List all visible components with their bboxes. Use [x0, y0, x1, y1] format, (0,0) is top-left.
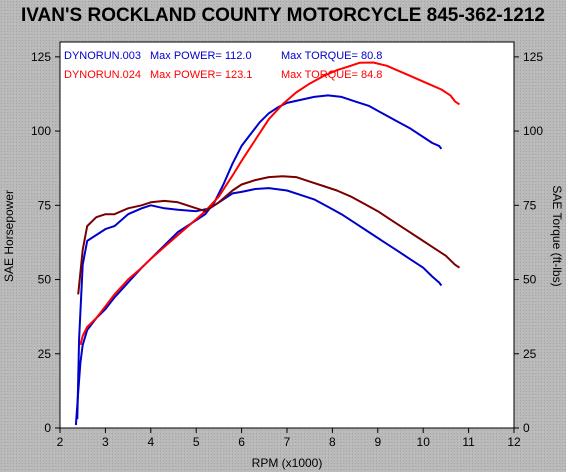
legend: DYNORUN.003 Max POWER= 112.0 Max TORQUE=…	[64, 50, 382, 81]
y-left-tick-label: 125	[31, 50, 51, 64]
x-tick-label: 9	[374, 435, 381, 449]
series-line-dynorun-024-torque	[77, 175, 461, 295]
x-tick-label: 8	[329, 435, 336, 449]
x-axis-ticks: 2 3 4 5 6 7 8 9 10 11 12	[57, 428, 521, 449]
x-tick-label: 6	[238, 435, 245, 449]
y-axis-left-label: SAE Horsepower	[2, 190, 16, 282]
y-axis-left-ticks: 0 25 50 75 100 125	[31, 50, 60, 435]
legend-max-torque-1: Max TORQUE= 80.8	[281, 50, 382, 62]
y-right-tick-label: 0	[523, 421, 530, 435]
x-tick-label: 2	[57, 435, 64, 449]
x-tick-label: 7	[284, 435, 291, 449]
y-right-tick-label: 125	[523, 50, 543, 64]
plot-area	[59, 41, 515, 429]
legend-run-name-2: DYNORUN.024	[64, 69, 141, 81]
y-left-tick-label: 25	[38, 347, 52, 361]
x-tick-label: 5	[193, 435, 200, 449]
legend-run-name-1: DYNORUN.003	[64, 50, 141, 62]
x-tick-label: 3	[102, 435, 109, 449]
y-left-tick-label: 100	[31, 124, 51, 138]
y-right-tick-label: 100	[523, 124, 543, 138]
y-right-tick-label: 50	[523, 273, 537, 287]
x-tick-label: 12	[507, 435, 521, 449]
y-right-tick-label: 75	[523, 198, 537, 212]
y-axis-right-ticks: 0 25 50 75 100 125	[514, 50, 543, 435]
x-tick-label: 11	[462, 435, 475, 449]
y-left-tick-label: 0	[44, 421, 51, 435]
legend-max-power-2: Max POWER= 123.1	[150, 69, 252, 81]
x-axis-label: RPM (x1000)	[252, 456, 323, 470]
y-axis-right-label: SAE Torque (ft-lbs)	[550, 185, 564, 286]
y-left-tick-label: 75	[38, 198, 52, 212]
series-line-dynorun-024-power	[79, 61, 461, 346]
series-layer	[74, 61, 461, 426]
x-tick-label: 10	[417, 435, 431, 449]
y-left-tick-label: 50	[38, 273, 52, 287]
series-line-dynorun-003-power	[74, 94, 443, 426]
chart-title: IVAN'S ROCKLAND COUNTY MOTORCYCLE 845-36…	[21, 5, 545, 26]
series-line-dynorun-003-torque	[76, 187, 443, 420]
legend-max-power-1: Max POWER= 112.0	[150, 50, 252, 62]
legend-max-torque-2: Max TORQUE= 84.8	[281, 69, 382, 81]
y-right-tick-label: 25	[523, 347, 537, 361]
x-tick-label: 4	[147, 435, 154, 449]
